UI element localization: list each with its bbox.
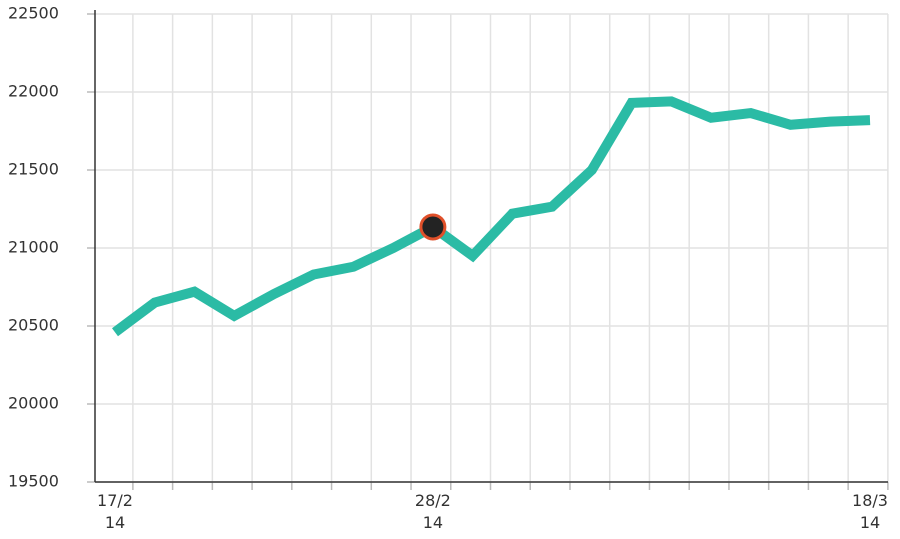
y-tick-label: 22000: [8, 82, 59, 101]
y-tick-label: 20000: [8, 394, 59, 413]
y-tick-label: 19500: [8, 472, 59, 491]
highlight-marker: [419, 213, 447, 241]
data-line: [112, 96, 871, 337]
x-tick-label: 18/3 14: [852, 491, 888, 532]
y-tick-label: 21000: [8, 238, 59, 257]
x-tick-label: 28/2 14: [414, 491, 451, 532]
y-tick-label: 20500: [8, 316, 59, 335]
y-tick-label: 22500: [8, 4, 59, 23]
y-tick-label: 21500: [8, 160, 59, 179]
x-tick-label: 17/2 14: [97, 491, 133, 532]
